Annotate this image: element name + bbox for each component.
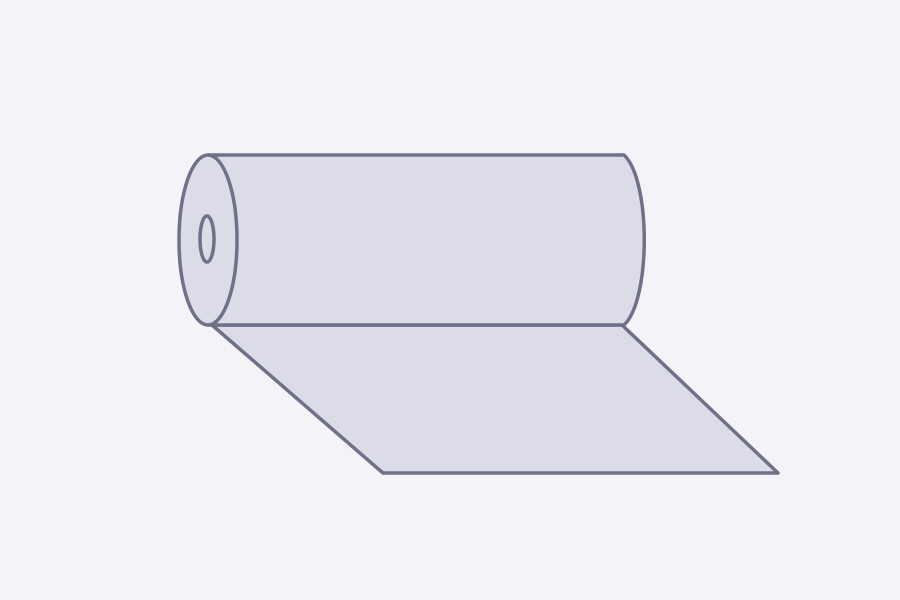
- roll-core-hole: [198, 214, 216, 264]
- unrolled-sheet: [210, 323, 780, 475]
- roll-body: [206, 153, 646, 327]
